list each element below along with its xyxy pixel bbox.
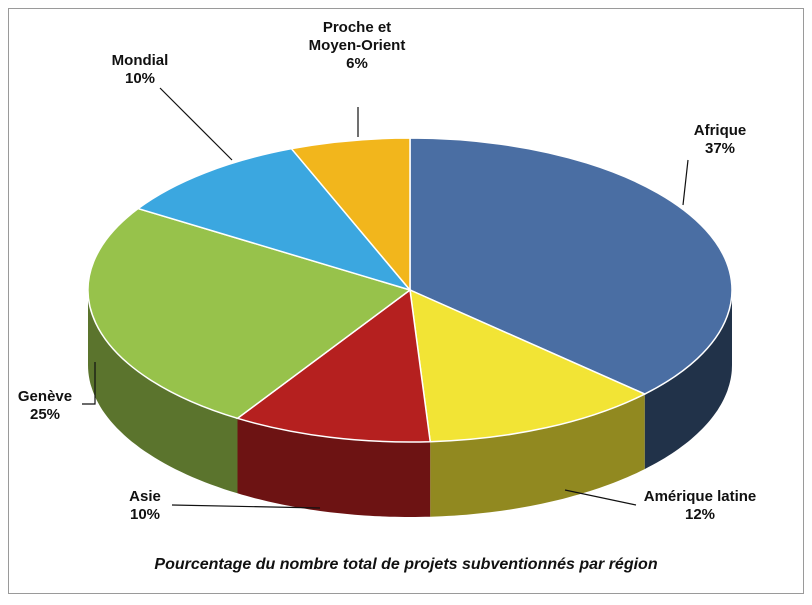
data-label: Mondial 10% [75,52,205,88]
chart-frame [8,8,804,594]
slice-side [237,418,431,517]
data-label: Genève 25% [0,388,110,424]
leader-line [564,489,637,506]
leader-line [682,159,689,206]
category-label: Genève [17,388,73,405]
data-label: Proche et Moyen-Orient 6% [292,19,422,73]
value-label: 10% [124,70,156,87]
value-label: 37% [704,140,736,157]
slice-side [430,394,645,517]
category-label: Afrique [693,122,747,139]
value-label: 25% [29,406,61,423]
value-label: 10% [129,506,161,523]
data-label: Amérique latine 12% [635,488,765,524]
slice [290,137,411,293]
slice [235,288,432,443]
leader-line [159,87,233,161]
slice-side [644,290,732,470]
category-label: Mondial [111,52,169,69]
data-label: Asie 10% [80,488,210,524]
slice-side [88,290,238,494]
category-label: Proche et Moyen-Orient [308,19,406,54]
value-label: 6% [346,55,368,72]
slice [409,137,733,395]
slice [87,207,412,420]
value-label: 12% [684,506,716,523]
category-label: Amérique latine [643,488,757,505]
data-label: Afrique 37% [655,122,785,158]
leader-line [171,504,321,509]
category-label: Asie [129,488,161,505]
slice [136,147,413,292]
chart-title: Pourcentage du nombre total de projets s… [154,556,658,573]
slice [409,288,647,443]
leader-line [82,362,96,405]
